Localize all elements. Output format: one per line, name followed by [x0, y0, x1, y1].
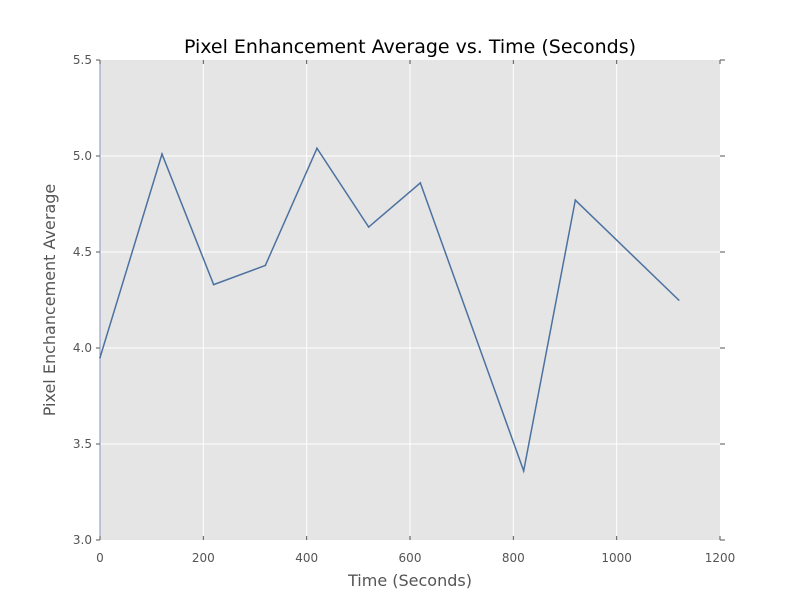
axis-ticks [96, 59, 725, 541]
data-point [264, 264, 267, 267]
data-point [316, 147, 318, 150]
data-point [677, 299, 680, 301]
chart-title: Pixel Enhancement Average vs. Time (Seco… [184, 36, 636, 58]
y-tick-labels: 3.0 3.5 4.0 4.5 5.0 5.5 [73, 53, 92, 547]
x-axis-label: Time (Seconds) [347, 571, 472, 590]
y-tick-label: 4.0 [73, 341, 92, 355]
x-tick-label: 200 [192, 551, 215, 565]
series-line [99, 146, 680, 474]
series-layer [99, 146, 680, 474]
y-tick-label: 3.5 [73, 437, 92, 451]
data-point [161, 153, 163, 155]
x-tick-label: 0 [96, 551, 104, 565]
y-tick-label: 5.0 [73, 149, 92, 163]
x-tick-label: 600 [399, 551, 422, 565]
x-tick-label: 1000 [601, 551, 632, 565]
x-tick-label: 1200 [705, 551, 736, 565]
y-tick-label: 3.0 [73, 533, 92, 547]
x-tick-labels: 0 200 400 600 800 1000 1200 [96, 551, 735, 565]
data-point [99, 356, 101, 359]
y-tick-label: 4.5 [73, 245, 92, 259]
y-axis-label: Pixel Enchancement Average [40, 184, 59, 417]
x-tick-label: 400 [295, 551, 318, 565]
data-point [419, 181, 422, 184]
data-point [212, 283, 215, 286]
data-point [574, 199, 577, 202]
y-tick-label: 5.5 [73, 53, 92, 67]
data-point [367, 226, 370, 228]
grid-lines [99, 60, 720, 540]
data-point [522, 469, 525, 472]
x-tick-label: 800 [502, 551, 525, 565]
